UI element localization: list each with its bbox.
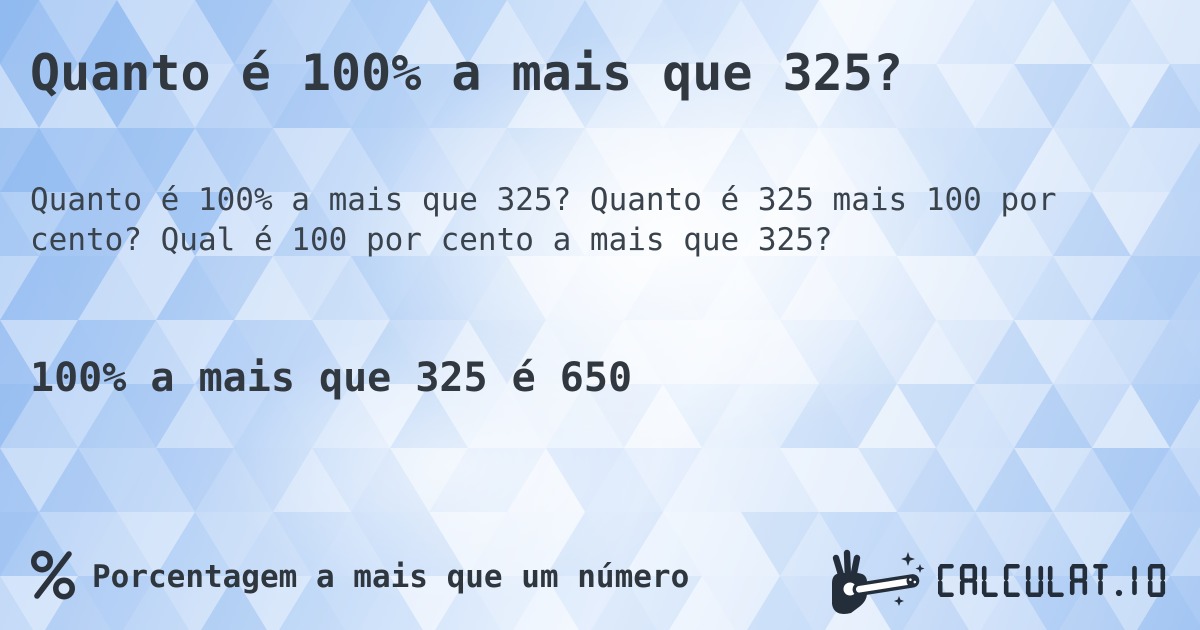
- footer-category: Porcentagem a mais que um número: [30, 548, 689, 602]
- brand-logo-text: [938, 564, 1166, 597]
- percent-icon: [31, 550, 75, 600]
- question-text: Quanto é 100% a mais que 325? Quanto é 3…: [30, 182, 1057, 258]
- page-title: Quanto é 100% a mais que 325?: [30, 44, 903, 102]
- answer-text: 100% a mais que 325 é 650: [30, 355, 633, 401]
- category-label: Porcentagem a mais que um número: [92, 559, 690, 595]
- hand-holding-magic-wand-icon: [832, 549, 925, 614]
- brand-logo: [820, 548, 1167, 620]
